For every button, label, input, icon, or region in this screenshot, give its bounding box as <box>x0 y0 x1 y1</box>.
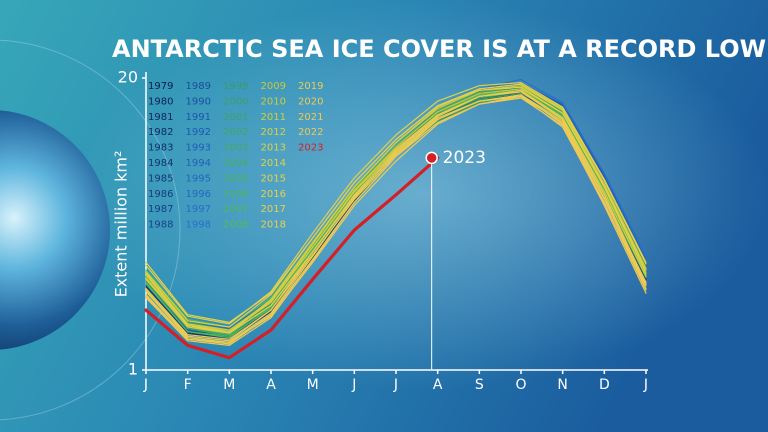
legend-entry: 1998 <box>186 220 211 231</box>
series-line <box>145 82 647 325</box>
orbit-arc <box>0 39 181 421</box>
legend-entry: 1987 <box>148 204 173 215</box>
legend-entry: 1984 <box>148 158 173 169</box>
legend-entry: 1990 <box>186 96 211 107</box>
legend-entry: 2003 <box>223 143 248 154</box>
legend-entry: 2001 <box>223 112 248 123</box>
legend-entry: 1979 <box>148 81 173 92</box>
legend-entry: 2016 <box>261 189 286 200</box>
legend-entry: 2005 <box>223 173 248 184</box>
legend-entry: 1994 <box>186 158 211 169</box>
legend-entry: 2023 <box>298 143 323 154</box>
legend-entry: 1999 <box>223 81 248 92</box>
legend-entry: 1997 <box>186 204 211 215</box>
x-tick-label: J <box>643 377 648 393</box>
series-line <box>145 86 647 323</box>
legend-entry: 1992 <box>186 127 211 138</box>
legend-entry: 2000 <box>223 96 248 107</box>
legend-entry: 1982 <box>148 127 173 138</box>
x-tick-label: D <box>599 377 610 393</box>
x-tick-label: M <box>307 377 319 393</box>
legend-entry: 1988 <box>148 220 173 231</box>
series-line <box>145 95 647 334</box>
x-tick-label: A <box>266 377 276 393</box>
legend-entry: 2018 <box>261 220 286 231</box>
series-line <box>145 89 647 343</box>
y-axis-label: Extent million km² <box>112 151 131 298</box>
legend-entry: 2004 <box>223 158 248 169</box>
x-tick-label: M <box>223 377 235 393</box>
x-tick-label: J <box>351 377 356 393</box>
y-tick-label: 1 <box>128 360 138 379</box>
x-tick-label: J <box>393 377 398 393</box>
legend-entry: 1983 <box>148 143 173 154</box>
legend-entry: 1989 <box>186 81 211 92</box>
legend-entry: 2015 <box>261 173 286 184</box>
legend-entry: 2009 <box>261 81 286 92</box>
legend-entry: 2002 <box>223 127 248 138</box>
legend-entry: 2020 <box>298 96 323 107</box>
legend-entry: 2011 <box>261 112 286 123</box>
legend-entry: 1995 <box>186 173 211 184</box>
earth <box>0 110 110 350</box>
legend-entry: 2022 <box>298 127 323 138</box>
x-tick-label: N <box>557 377 567 393</box>
legend-entry: 1981 <box>148 112 173 123</box>
series-line <box>145 94 647 340</box>
legend-entry: 2014 <box>261 158 286 169</box>
legend-entry: 1985 <box>148 173 173 184</box>
legend-entry: 2021 <box>298 112 323 123</box>
legend-entry: 2012 <box>261 127 286 138</box>
legend-entry: 2017 <box>261 204 286 215</box>
x-tick-label: A <box>433 377 443 393</box>
legend-entry: 1996 <box>186 189 211 200</box>
annotation-dot <box>425 151 438 165</box>
legend-entry: 1980 <box>148 96 173 107</box>
legend-entry: 1993 <box>186 143 211 154</box>
series-line <box>145 91 647 342</box>
series-line <box>144 156 440 360</box>
legend-entry: 2008 <box>223 220 248 231</box>
legend-entry: 2007 <box>223 204 248 215</box>
legend-entry: 2006 <box>223 189 248 200</box>
x-tick-label: O <box>515 377 526 393</box>
chart-title: ANTARCTIC SEA ICE COVER IS AT A RECORD L… <box>112 35 766 63</box>
x-tick-label: F <box>184 377 192 393</box>
y-tick-label: 20 <box>118 68 138 87</box>
legend-entry: 2010 <box>261 96 286 107</box>
series-line <box>145 97 647 346</box>
legend-entry: 2013 <box>261 143 286 154</box>
legend-entry: 2019 <box>298 81 323 92</box>
legend-entry: 1986 <box>148 189 173 200</box>
legend-entry: 1991 <box>186 112 211 123</box>
x-tick-label: S <box>475 377 484 393</box>
annotation-label: 2023 <box>443 148 486 168</box>
x-tick-label: J <box>143 377 148 393</box>
